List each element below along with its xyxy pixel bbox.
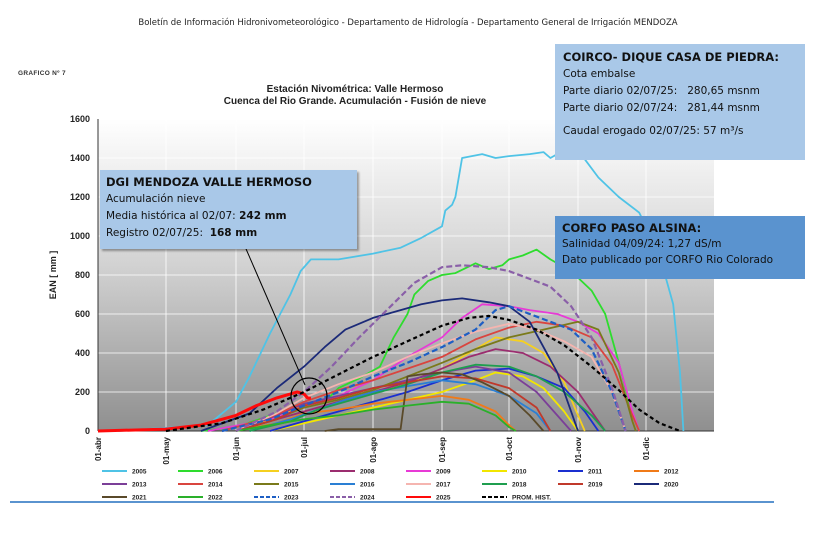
series-line-2021 — [324, 371, 545, 432]
series-line-2011 — [269, 367, 600, 432]
x-axis: 01-abr 01-may 01-jun 01-jul 01-ago 01-sep 01-o… — [94, 430, 714, 465]
y-tick-label: 1200 — [70, 192, 90, 202]
series-line-2008 — [235, 348, 606, 432]
coirco-info-box: COIRCO- DIQUE CASA DE PIEDRA: Cota embal… — [555, 44, 805, 160]
coirco-line2: Parte diario 02/07/25: 280,65 msnm — [563, 85, 760, 97]
x-tick-label: 01-jun — [232, 437, 241, 461]
series-line-2015 — [235, 320, 637, 432]
legend-label: 2017 — [436, 482, 451, 489]
legend-label: 2012 — [664, 469, 679, 476]
x-tick-label: 01-nov — [574, 436, 583, 462]
legend-label: 2007 — [284, 469, 299, 476]
legend-label: 2016 — [360, 482, 375, 489]
series-line-2024 — [235, 264, 627, 432]
legend-label: 2024 — [360, 495, 375, 502]
callout-pointer — [239, 234, 306, 386]
corfo-line1: Salinidad 04/09/24: 1,27 dS/m — [562, 238, 722, 250]
chart-title: Estación Nivométrica: Valle Hermoso — [267, 84, 444, 95]
legend-label: 2020 — [664, 482, 679, 489]
corfo-title: CORFO PASO ALSINA: — [562, 221, 702, 235]
legend-label: 2009 — [436, 469, 451, 476]
y-tick-label: 1600 — [70, 114, 90, 124]
legend-label: PROM. HIST. — [512, 495, 551, 502]
coirco-line1: Cota embalse — [563, 68, 636, 80]
legend-label: 2005 — [132, 469, 147, 476]
x-tick-label: 01-jul — [300, 437, 309, 458]
dgi-title: DGI MENDOZA VALLE HERMOSO — [106, 175, 312, 189]
x-tick-label: 01-abr — [94, 437, 103, 461]
legend-label: 2022 — [208, 495, 223, 502]
y-tick-label: 800 — [75, 270, 90, 280]
y-tick-label: 600 — [75, 309, 90, 319]
series-line-2005 — [118, 143, 685, 432]
y-tick-label: 0 — [85, 426, 90, 436]
legend-label: 2023 — [284, 495, 299, 502]
dgi-line3: Registro 02/07/25: 168 mm — [106, 227, 258, 239]
legend-label: 2010 — [512, 469, 527, 476]
legend-label: 2008 — [360, 469, 375, 476]
x-tick-label: 01-oct — [505, 437, 514, 461]
series-line-2025 — [97, 390, 312, 433]
x-tick-label: 01-sep — [438, 437, 447, 462]
legend-label: 2006 — [208, 469, 223, 476]
y-axis: 0 200 400 600 800 1000 1200 1400 1600 — [70, 114, 99, 436]
dgi-line1: Acumulación nieve — [106, 193, 206, 205]
dgi-info-box: DGI MENDOZA VALLE HERMOSO Acumulación ni… — [100, 170, 357, 249]
y-tick-label: 200 — [75, 387, 90, 397]
series-line-2022 — [235, 400, 517, 432]
legend-label: 2011 — [588, 469, 602, 476]
legend: 2005 2006 2007 2008 2009 2010 2011 2012 2013 2014… — [102, 469, 679, 502]
series-line-2012 — [235, 395, 517, 432]
legend-label: 2019 — [588, 482, 603, 489]
y-tick-label: 1000 — [70, 231, 90, 241]
x-tick-label: 01-may — [162, 436, 171, 464]
legend-label: 2013 — [132, 482, 147, 489]
y-tick-label: 1400 — [70, 153, 90, 163]
bottom-rule — [10, 501, 774, 503]
coirco-line3: Parte diario 02/07/24: 281,44 msnm — [563, 102, 760, 114]
corfo-info-box: CORFO PASO ALSINA: Salinidad 04/09/24: 1… — [555, 216, 805, 279]
chart-subtitle: Cuenca del Rio Grande. Acumulación - Fus… — [224, 96, 487, 107]
x-tick-label: 01-ago — [369, 437, 378, 463]
x-tick-label: 01-dic — [642, 436, 651, 460]
corfo-line2: Dato publicado por CORFO Rio Colorado — [562, 254, 774, 266]
series-line-2014 — [221, 320, 641, 432]
series-line-2013 — [235, 365, 572, 432]
bulletin-header: Boletín de Información Hidronivometeorol… — [138, 18, 678, 28]
series-line-2020 — [200, 297, 579, 432]
series-line-prom-hist- — [165, 314, 681, 433]
legend-label: 2018 — [512, 482, 527, 489]
legend-label: 2021 — [132, 495, 147, 502]
legend-label: 2025 — [436, 495, 451, 502]
coirco-line4: Caudal erogado 02/07/25: 57 m³/s — [563, 125, 744, 137]
figure-number: GRAFICO Nº 7 — [18, 70, 66, 77]
y-tick-label: 400 — [75, 348, 90, 358]
y-axis-label: EAN [ mm ] — [48, 251, 58, 300]
dgi-line2: Media histórica al 02/07: 242 mm — [106, 210, 287, 222]
series-line-2023 — [221, 305, 627, 433]
coirco-title: COIRCO- DIQUE CASA DE PIEDRA: — [563, 50, 779, 64]
legend-label: 2015 — [284, 482, 299, 489]
current-point-marker — [290, 377, 328, 415]
legend-label: 2014 — [208, 482, 223, 489]
series-group — [97, 143, 685, 433]
